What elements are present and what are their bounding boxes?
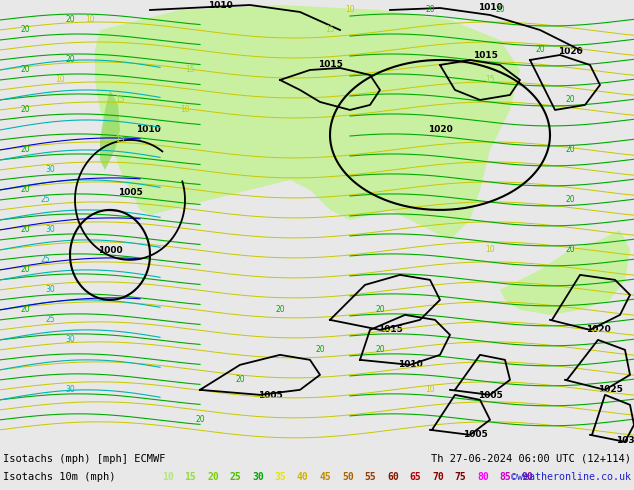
Text: 20: 20 — [20, 66, 30, 74]
Text: 20: 20 — [20, 105, 30, 115]
Text: 20: 20 — [275, 305, 285, 315]
Text: 20: 20 — [235, 375, 245, 384]
Text: 1005: 1005 — [463, 430, 488, 439]
Text: 1010: 1010 — [398, 360, 422, 369]
Text: 20: 20 — [195, 416, 205, 424]
Text: 60: 60 — [387, 472, 399, 482]
Text: 10: 10 — [345, 5, 355, 15]
Text: 1015: 1015 — [318, 60, 342, 69]
Polygon shape — [100, 90, 120, 170]
Text: Isotachs 10m (mph): Isotachs 10m (mph) — [3, 472, 115, 482]
Polygon shape — [95, 5, 520, 240]
Text: 10: 10 — [55, 75, 65, 84]
Text: 30: 30 — [45, 225, 55, 234]
Text: 1030: 1030 — [616, 436, 634, 445]
Text: 15: 15 — [485, 75, 495, 84]
Text: 30: 30 — [65, 385, 75, 394]
Text: 30: 30 — [65, 335, 75, 344]
Text: 10: 10 — [485, 245, 495, 254]
Text: 20: 20 — [20, 185, 30, 195]
Text: 15: 15 — [185, 66, 195, 74]
Text: 20: 20 — [375, 345, 385, 354]
Text: 15: 15 — [115, 96, 125, 104]
Text: 25: 25 — [40, 196, 50, 204]
Text: 15: 15 — [325, 25, 335, 34]
Text: 90: 90 — [522, 472, 534, 482]
Text: ©weatheronline.co.uk: ©weatheronline.co.uk — [511, 472, 631, 482]
Text: 30: 30 — [45, 166, 55, 174]
Text: 75: 75 — [455, 472, 466, 482]
Text: 1005: 1005 — [118, 188, 143, 197]
Text: 10: 10 — [162, 472, 174, 482]
Text: 55: 55 — [365, 472, 376, 482]
Text: 20: 20 — [20, 146, 30, 154]
Text: Th 27-06-2024 06:00 UTC (12+114): Th 27-06-2024 06:00 UTC (12+114) — [431, 454, 631, 464]
Text: Isotachs (mph) [mph] ECMWF: Isotachs (mph) [mph] ECMWF — [3, 454, 165, 464]
Text: 20: 20 — [20, 305, 30, 315]
Text: 1020: 1020 — [427, 125, 453, 134]
Text: 1010: 1010 — [477, 3, 502, 12]
Polygon shape — [500, 230, 630, 315]
Text: 1015: 1015 — [378, 325, 403, 334]
Text: 20: 20 — [565, 196, 575, 204]
Text: 25: 25 — [230, 472, 242, 482]
Text: 1005: 1005 — [477, 391, 502, 400]
Text: 65: 65 — [410, 472, 421, 482]
Text: 1000: 1000 — [98, 246, 122, 255]
Text: 1015: 1015 — [472, 51, 498, 60]
Text: 20: 20 — [20, 225, 30, 234]
Text: 35: 35 — [275, 472, 286, 482]
Text: 30: 30 — [45, 285, 55, 294]
Text: 80: 80 — [477, 472, 489, 482]
Text: 1005: 1005 — [257, 391, 282, 400]
Text: 1025: 1025 — [598, 385, 623, 394]
Text: 1010: 1010 — [136, 125, 160, 134]
Text: 20: 20 — [20, 25, 30, 34]
Text: 20: 20 — [565, 96, 575, 104]
Text: 20: 20 — [207, 472, 219, 482]
Text: 85: 85 — [500, 472, 511, 482]
Text: 20: 20 — [565, 245, 575, 254]
Text: 20: 20 — [495, 5, 505, 15]
Text: 1020: 1020 — [558, 47, 583, 56]
Text: 1010: 1010 — [207, 1, 233, 10]
Text: 25: 25 — [45, 316, 55, 324]
Text: 1020: 1020 — [586, 325, 611, 334]
Text: 50: 50 — [342, 472, 354, 482]
Text: 20: 20 — [375, 305, 385, 315]
Text: 40: 40 — [297, 472, 309, 482]
Text: 20: 20 — [535, 46, 545, 54]
Text: 45: 45 — [320, 472, 331, 482]
Text: 20: 20 — [565, 146, 575, 154]
Text: 30: 30 — [252, 472, 264, 482]
Text: 20: 20 — [65, 55, 75, 65]
Text: 10: 10 — [425, 385, 435, 394]
Text: 20: 20 — [425, 5, 435, 15]
Text: 10: 10 — [180, 105, 190, 115]
Text: 15: 15 — [115, 135, 125, 145]
Text: 20: 20 — [315, 345, 325, 354]
Text: 20: 20 — [20, 266, 30, 274]
Text: 25: 25 — [40, 255, 50, 265]
Text: 20: 20 — [65, 16, 75, 24]
Text: 70: 70 — [432, 472, 444, 482]
Text: 10: 10 — [85, 16, 95, 24]
Text: 15: 15 — [184, 472, 197, 482]
